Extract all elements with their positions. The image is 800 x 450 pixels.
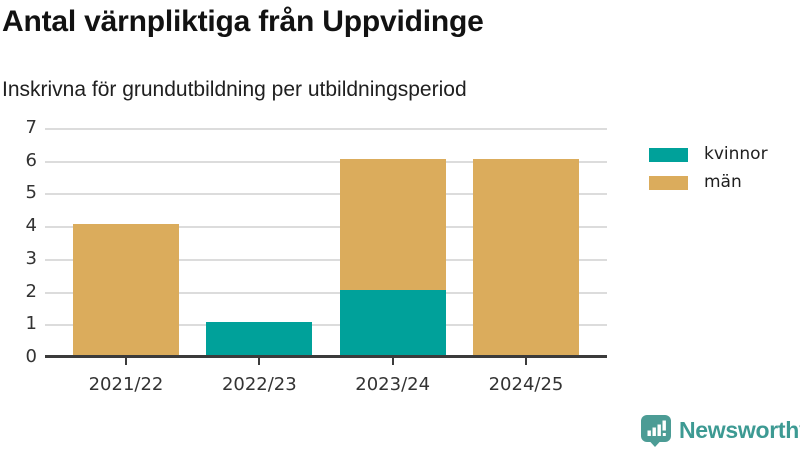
y-axis-labels: 0 1 2 3 4 5 6 7	[0, 117, 37, 367]
bar-segment-kvinnor	[339, 289, 446, 355]
x-tick-label: 2023/24	[355, 374, 431, 395]
gridline	[45, 324, 607, 327]
bar-group: 2021/22	[73, 129, 179, 395]
legend-label: kvinnor	[704, 144, 768, 164]
legend-item: kvinnor	[649, 146, 768, 163]
gridline	[45, 226, 607, 229]
chart-subtitle: Inskrivna för grundutbildning per utbild…	[2, 78, 467, 101]
bar-stack	[339, 158, 446, 355]
x-tick-label: 2024/25	[488, 374, 564, 395]
legend-item: män	[649, 174, 768, 191]
legend: kvinnor män	[649, 146, 768, 202]
bar-segment-män	[73, 224, 179, 355]
y-tick-label: 2	[25, 280, 37, 302]
bar-stack	[73, 224, 179, 355]
legend-swatch	[649, 147, 688, 162]
bar-stack	[206, 322, 313, 355]
bar-group: 2023/24	[339, 129, 446, 395]
legend-swatch	[649, 175, 688, 190]
bar-segment-män	[472, 158, 579, 355]
gridline	[45, 128, 607, 130]
bar-segment-kvinnor	[206, 322, 313, 355]
legend-label: män	[704, 172, 742, 192]
bars-container: 2021/22 2022/23 2023/24 2024/25	[45, 129, 607, 395]
bar-chart-speech-bubble-icon	[641, 415, 671, 447]
x-tick	[391, 358, 394, 365]
x-tick	[125, 358, 127, 365]
gridline	[45, 193, 607, 196]
y-tick-label: 3	[25, 247, 37, 269]
y-tick-label: 5	[25, 182, 37, 204]
y-tick-label: 6	[25, 149, 37, 171]
gridline	[45, 291, 607, 294]
y-tick-label: 1	[25, 313, 37, 335]
bar-group: 2024/25	[472, 129, 579, 395]
y-tick-label: 7	[25, 117, 37, 138]
bar-group: 2022/23	[206, 129, 313, 395]
bar-stack	[472, 158, 579, 355]
plot-area: 2021/22 2022/23 2023/24 2024/25	[45, 128, 607, 395]
gridline	[45, 160, 607, 163]
x-axis-line	[45, 355, 607, 358]
gridline	[45, 258, 607, 261]
bar-segment-män	[339, 158, 446, 290]
chart-title: Antal värnpliktiga från Uppvidinge	[2, 5, 484, 38]
y-tick-label: 4	[25, 215, 37, 237]
y-tick-label: 0	[25, 346, 37, 367]
x-tick-label: 2021/22	[88, 374, 164, 395]
newsworthy-logo-text: Newsworthy	[679, 417, 800, 443]
x-tick-label: 2022/23	[221, 374, 297, 395]
x-tick	[258, 358, 261, 365]
x-tick	[524, 358, 527, 365]
newsworthy-logo: Newsworthy	[640, 414, 800, 447]
